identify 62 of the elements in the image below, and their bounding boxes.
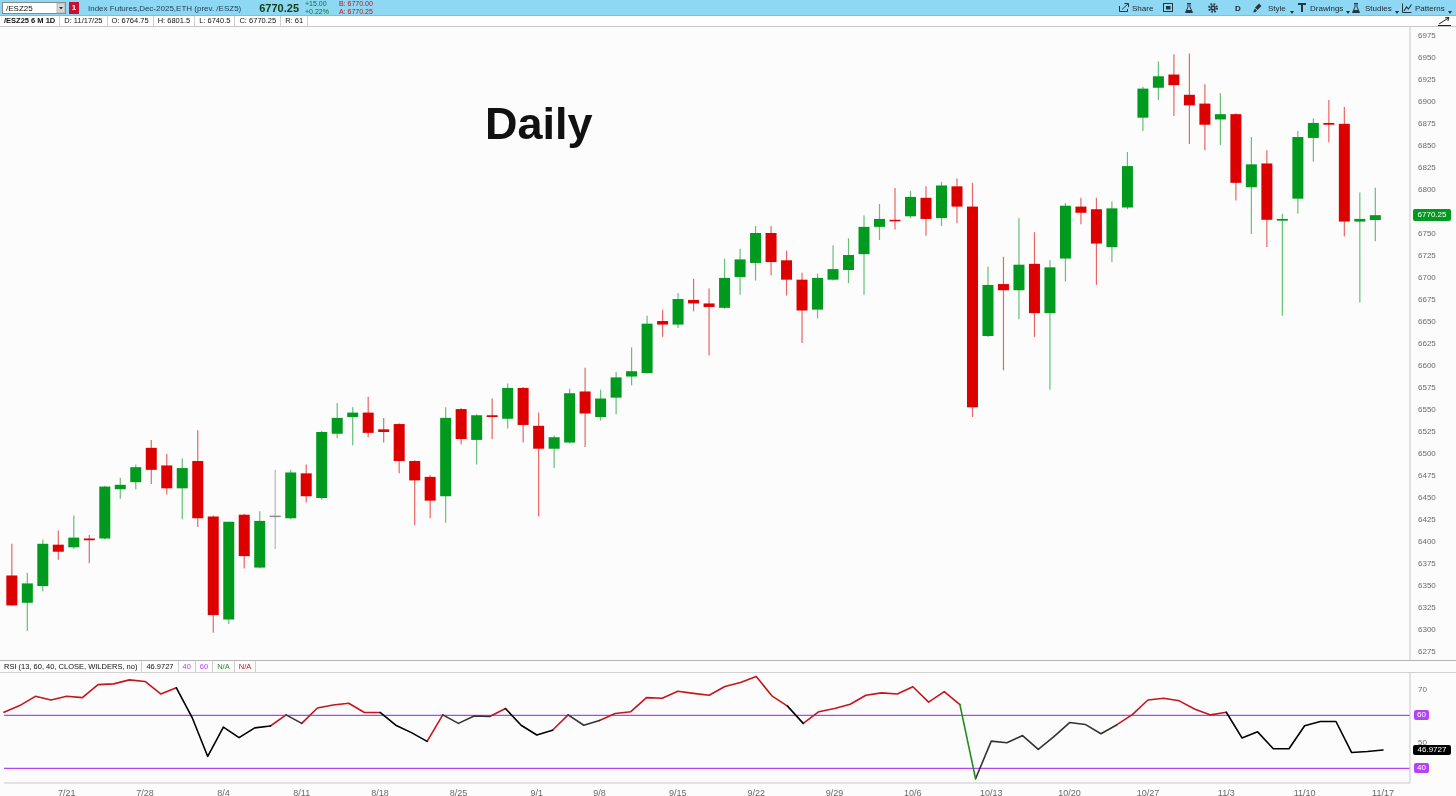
y-tick-label: 6875 bbox=[1418, 118, 1437, 128]
ref-line-label: 60 bbox=[1414, 710, 1429, 721]
y-tick-label: 50 bbox=[1418, 737, 1428, 747]
text: Index Futures,Dec-2025,ETH (prev. /ESZ5) bbox=[88, 3, 242, 13]
text: 6770.25 bbox=[1413, 209, 1451, 222]
text: Drawings bbox=[1310, 4, 1344, 13]
text: 6770.25 bbox=[259, 2, 300, 14]
x-tick-label: 8/25 bbox=[449, 788, 468, 796]
y-tick-label: 6900 bbox=[1418, 96, 1437, 106]
y-tick-label: 6650 bbox=[1418, 316, 1437, 326]
y-tick-label: 6450 bbox=[1418, 492, 1437, 502]
text: Patterns bbox=[1415, 4, 1445, 13]
x-tick-label: 9/15 bbox=[669, 788, 687, 796]
y-tick-label: 6350 bbox=[1418, 581, 1437, 591]
text: Studies bbox=[1365, 4, 1392, 13]
y-tick-label: 6275 bbox=[1418, 647, 1437, 657]
y-tick-label: 6475 bbox=[1418, 470, 1437, 480]
text: D bbox=[1235, 4, 1241, 13]
x-tick-label: 11/3 bbox=[1217, 788, 1235, 796]
x-tick-label: 9/22 bbox=[747, 788, 765, 796]
y-tick-label: 6850 bbox=[1418, 140, 1437, 150]
text: Share bbox=[1132, 4, 1154, 13]
y-tick-label: 6575 bbox=[1418, 382, 1437, 392]
y-tick-label: 6500 bbox=[1418, 448, 1437, 458]
y-tick-label: 6675 bbox=[1418, 294, 1437, 304]
y-tick-label: 6375 bbox=[1418, 559, 1437, 568]
y-tick-label: 6950 bbox=[1418, 52, 1437, 62]
text: 1 bbox=[69, 2, 79, 14]
y-tick-label: 70 bbox=[1418, 684, 1428, 694]
y-tick-label: 6400 bbox=[1418, 536, 1437, 546]
y-tick-label: 6325 bbox=[1418, 603, 1437, 613]
y-tick-label: 6550 bbox=[1418, 404, 1437, 414]
y-tick-label: 6925 bbox=[1418, 74, 1437, 84]
y-tick-label: 6525 bbox=[1418, 426, 1437, 436]
text: Daily bbox=[485, 98, 593, 149]
x-tick-label: 10/6 bbox=[904, 788, 922, 796]
text: 46.9727 bbox=[1413, 744, 1451, 755]
ref-line-label: 40 bbox=[1414, 763, 1429, 774]
x-tick-label: 10/27 bbox=[1136, 788, 1160, 796]
x-tick-label: 7/28 bbox=[136, 788, 154, 796]
y-tick-label: 6425 bbox=[1418, 514, 1437, 524]
x-tick-label: 9/1 bbox=[530, 788, 544, 796]
x-tick-label: 9/29 bbox=[825, 788, 844, 796]
x-tick-label: 7/21 bbox=[57, 788, 76, 796]
x-tick-label: 10/13 bbox=[979, 788, 1003, 796]
y-tick-label: 6725 bbox=[1418, 250, 1437, 260]
x-tick-label: 11/17 bbox=[1372, 788, 1394, 796]
y-tick-label: 6600 bbox=[1418, 360, 1437, 370]
y-tick-label: 6800 bbox=[1418, 184, 1437, 194]
x-tick-label: 8/4 bbox=[217, 788, 230, 796]
x-tick-label: 11/10 bbox=[1293, 788, 1316, 796]
y-tick-label: 6825 bbox=[1418, 162, 1437, 172]
x-tick-label: 8/11 bbox=[293, 788, 311, 796]
y-tick-label: 6300 bbox=[1418, 625, 1437, 635]
x-tick-label: 8/18 bbox=[371, 788, 389, 796]
y-tick-label: 6625 bbox=[1418, 338, 1437, 348]
y-tick-label: 6750 bbox=[1418, 228, 1437, 238]
y-tick-label: 6700 bbox=[1418, 272, 1437, 282]
y-tick-label: 6975 bbox=[1418, 30, 1437, 40]
x-tick-label: 10/20 bbox=[1058, 788, 1081, 796]
text: Style bbox=[1268, 4, 1286, 13]
x-tick-label: 9/8 bbox=[593, 788, 606, 796]
